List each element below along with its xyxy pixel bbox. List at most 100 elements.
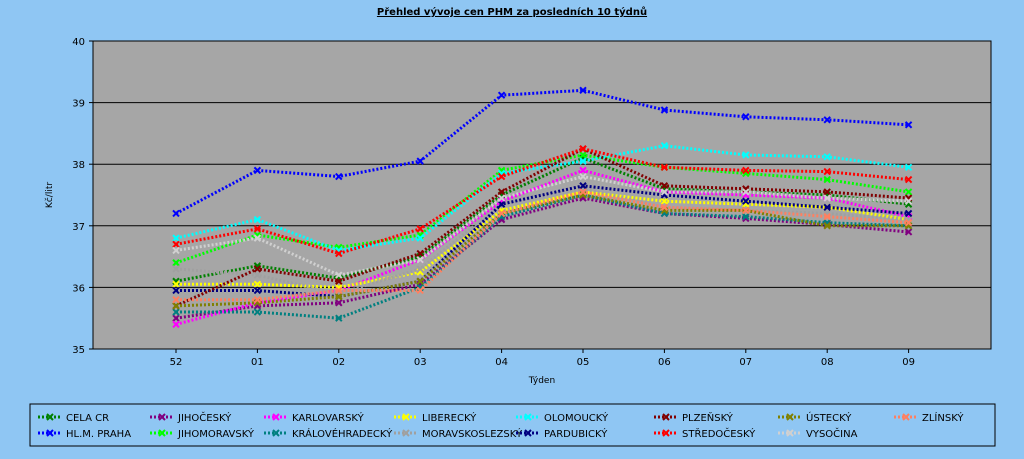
gridlines xyxy=(89,40,991,353)
data-point xyxy=(497,209,506,218)
legend-marker xyxy=(902,413,910,421)
data-point xyxy=(823,153,831,161)
data-point xyxy=(904,228,913,236)
data-point xyxy=(742,113,750,121)
data-point xyxy=(416,265,424,273)
series-line xyxy=(175,193,909,308)
data-point xyxy=(416,157,424,165)
data-point xyxy=(904,219,913,227)
data-point xyxy=(172,234,180,242)
series-line xyxy=(175,168,909,326)
legend: CELA CR HL.M. PRAHA JIHOČESKÝ JIHOMORAVSKÝ K… xyxy=(38,411,964,440)
data-point xyxy=(823,188,831,196)
series-line xyxy=(176,190,909,289)
data-point xyxy=(172,246,180,255)
tick-labels: 35 36 37 38 39 40 52 01 02 03 04 05 06 07 08 09 xyxy=(72,37,915,368)
legend-label: PLZEŇSKÝ xyxy=(682,411,734,424)
legend-marker xyxy=(524,413,532,421)
legend-label: JIHOČESKÝ xyxy=(177,411,232,424)
data-point xyxy=(416,225,424,233)
y-axis-label: Kč/litr xyxy=(44,182,55,208)
x-tick-label: 06 xyxy=(658,357,671,368)
data-point xyxy=(253,166,262,175)
data-point xyxy=(660,188,669,196)
series-line xyxy=(175,144,909,252)
data-point xyxy=(904,175,913,184)
data-point xyxy=(742,151,750,159)
legend-label: CELA CR xyxy=(66,413,109,424)
x-tick-label: 08 xyxy=(821,357,834,368)
x-tick-label: 52 xyxy=(170,357,183,368)
data-point xyxy=(904,209,913,218)
data-point xyxy=(497,194,506,202)
data-point xyxy=(742,166,750,175)
legend-marker xyxy=(662,429,670,437)
data-point xyxy=(579,182,587,190)
legend-label: STŘEDOČESKÝ xyxy=(682,427,756,440)
data-point xyxy=(172,259,180,267)
data-point xyxy=(579,151,587,159)
chart-title: Přehled vývoje cen PHM za posledních 10 … xyxy=(377,5,647,18)
legend-marker xyxy=(46,429,54,437)
series-line xyxy=(175,196,909,320)
data-point xyxy=(660,163,669,171)
data-point xyxy=(172,296,180,304)
y-tick-label: 37 xyxy=(72,222,85,233)
x-tick-label: 09 xyxy=(902,357,915,368)
x-tick-label: 03 xyxy=(414,357,427,368)
y-tick-label: 38 xyxy=(72,160,85,171)
data-point xyxy=(253,271,262,279)
data-point xyxy=(579,172,587,181)
data-point xyxy=(172,308,180,316)
x-tick-label: 05 xyxy=(577,357,590,368)
data-point xyxy=(742,206,750,215)
data-point xyxy=(253,265,262,273)
data-point xyxy=(579,157,587,165)
data-point xyxy=(335,277,343,285)
data-point xyxy=(335,271,343,279)
y-tick-label: 39 xyxy=(72,99,85,110)
legend-marker xyxy=(46,413,54,421)
legend-label: OLOMOUCKÝ xyxy=(544,411,609,424)
data-point xyxy=(742,188,750,196)
x-tick-label: 01 xyxy=(251,357,264,368)
data-point xyxy=(172,320,180,329)
data-point xyxy=(823,167,831,176)
x-tick-label: 02 xyxy=(332,357,345,368)
legend-label: JIHOMORAVSKÝ xyxy=(177,427,255,440)
series-line xyxy=(175,147,909,256)
data-point xyxy=(660,142,669,150)
data-point xyxy=(660,106,669,114)
data-point xyxy=(579,188,587,196)
data-point xyxy=(904,163,913,171)
data-point xyxy=(172,240,180,248)
data-point xyxy=(742,212,750,221)
legend-marker xyxy=(524,429,532,437)
data-point xyxy=(416,277,424,285)
data-point xyxy=(253,286,262,295)
data-point xyxy=(497,172,506,181)
series-line xyxy=(175,88,909,215)
data-point xyxy=(579,145,587,153)
data-point xyxy=(253,234,262,242)
data-point xyxy=(253,215,262,224)
y-tick-label: 35 xyxy=(72,345,85,356)
data-point xyxy=(660,197,669,205)
data-point xyxy=(660,182,669,190)
legend-label: LIBERECKÝ xyxy=(422,411,477,424)
data-point xyxy=(416,249,424,258)
legend-marker xyxy=(662,413,670,421)
series-line xyxy=(175,174,909,277)
legend-marker xyxy=(158,413,166,421)
legend-label: PARDUBICKÝ xyxy=(544,427,608,440)
data-point xyxy=(497,188,506,196)
data-point xyxy=(335,172,343,181)
legend-label: VYSOČINA xyxy=(806,427,858,440)
legend-label: ZLÍNSKÝ xyxy=(922,411,964,424)
data-point xyxy=(172,286,180,295)
y-tick-label: 36 xyxy=(72,283,85,294)
series-line xyxy=(176,184,909,299)
legend-marker xyxy=(272,429,280,437)
legend-label: ÚSTECKÝ xyxy=(806,411,852,424)
legend-marker xyxy=(786,429,794,437)
